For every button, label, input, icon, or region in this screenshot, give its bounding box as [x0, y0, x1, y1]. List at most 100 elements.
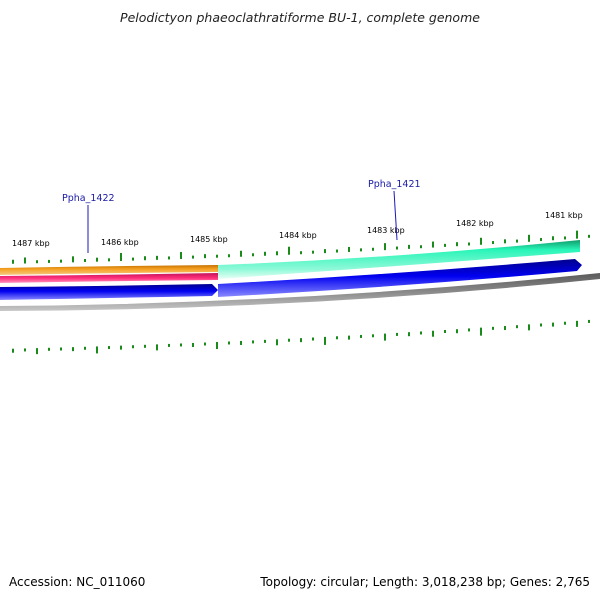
gc-mark: [72, 256, 74, 263]
gc-mark: [480, 237, 482, 245]
gc-mark: [300, 338, 302, 343]
gc-content-marks: [12, 230, 590, 264]
gc-skew-marks: [12, 319, 590, 355]
gc-mark: [432, 241, 434, 248]
gc-mark: [84, 259, 86, 263]
gc-mark: [552, 322, 554, 327]
gc-mark: [456, 242, 458, 247]
gc-mark: [516, 325, 518, 329]
gc-mark: [384, 333, 386, 341]
reverse-cds-ppha-1422: [0, 284, 218, 300]
gc-mark: [540, 238, 542, 242]
gc-mark: [108, 258, 110, 262]
gc-mark: [360, 334, 362, 338]
gc-mark: [468, 328, 470, 332]
gc-mark: [264, 251, 266, 256]
reverse-cds-ppha-1421: [218, 259, 582, 297]
gc-mark: [60, 347, 62, 351]
gc-mark: [48, 259, 50, 263]
gc-mark: [372, 247, 374, 251]
gc-mark: [504, 239, 506, 244]
genome-backbone: [0, 273, 600, 311]
gene-label-pointer: [393, 190, 398, 241]
gc-mark: [216, 342, 218, 350]
gc-mark: [528, 324, 530, 331]
gene-label-ppha-1422[interactable]: Ppha_1422: [62, 193, 115, 204]
gc-mark: [276, 339, 278, 346]
gc-mark: [420, 245, 422, 249]
gc-mark: [252, 253, 254, 257]
tick-label-1483: 1483 kbp: [367, 226, 405, 235]
gc-mark: [132, 257, 134, 261]
gc-mark: [144, 344, 146, 348]
gc-mark: [156, 344, 158, 351]
gene-label-ppha-1421-group[interactable]: Ppha_1421: [368, 179, 421, 241]
tick-label-1485: 1485 kbp: [190, 235, 228, 244]
gc-mark: [336, 249, 338, 253]
gc-mark: [216, 254, 218, 258]
gc-mark: [552, 236, 554, 241]
gene-label-ppha-1421[interactable]: Ppha_1421: [368, 179, 421, 190]
gc-mark: [312, 337, 314, 341]
gc-mark: [132, 345, 134, 349]
gc-mark: [588, 234, 590, 238]
gc-mark: [444, 329, 446, 333]
gc-mark: [120, 345, 122, 350]
gc-mark: [96, 346, 98, 354]
gc-mark: [408, 244, 410, 249]
gc-mark: [396, 246, 398, 250]
gc-mark: [240, 250, 242, 257]
gc-mark: [24, 257, 26, 264]
gc-mark: [204, 254, 206, 259]
tick-label-1484: 1484 kbp: [279, 231, 317, 240]
gc-mark: [120, 252, 122, 261]
gc-mark: [432, 330, 434, 337]
gc-mark: [96, 257, 98, 262]
gc-mark: [180, 343, 182, 347]
gc-mark: [588, 319, 590, 323]
gc-mark: [84, 346, 86, 350]
gc-mark: [48, 347, 50, 351]
tick-label-1487: 1487 kbp: [12, 239, 50, 248]
gc-mark: [372, 334, 374, 338]
gc-mark: [348, 246, 350, 252]
gc-mark: [60, 259, 62, 263]
gc-mark: [396, 332, 398, 336]
map-title: Pelodictyon phaeoclathratiforme BU-1, co…: [120, 10, 480, 25]
gc-mark: [300, 251, 302, 255]
gc-mark: [36, 260, 38, 264]
gc-mark: [528, 234, 530, 242]
gc-mark: [312, 250, 314, 254]
tick-label-1482: 1482 kbp: [456, 219, 494, 228]
gc-mark: [516, 239, 518, 243]
gc-mark: [180, 252, 182, 260]
gc-mark: [408, 332, 410, 337]
gc-mark: [288, 246, 290, 255]
gc-mark: [576, 320, 578, 327]
forward-cds-ppha-1422: [0, 265, 218, 275]
gc-mark: [108, 346, 110, 350]
tick-label-1486: 1486 kbp: [101, 238, 139, 247]
gc-mark: [420, 331, 422, 335]
gc-mark: [156, 255, 158, 260]
gc-mark: [264, 339, 266, 343]
gc-mark: [288, 338, 290, 342]
position-ticks: 1487 kbp 1486 kbp 1485 kbp 1484 kbp 1483…: [12, 211, 583, 248]
gc-mark: [576, 230, 578, 239]
gene-label-ppha-1422-group[interactable]: Ppha_1422: [62, 193, 115, 253]
gc-mark: [564, 236, 566, 240]
gc-mark: [192, 255, 194, 259]
gc-mark: [72, 347, 74, 352]
gc-mark: [36, 348, 38, 355]
gc-mark: [456, 329, 458, 334]
gc-mark: [24, 348, 26, 352]
gc-mark: [168, 256, 170, 260]
topology-label: Topology: circular; Length: 3,018,238 bp…: [260, 575, 590, 589]
gc-mark: [324, 336, 326, 345]
gc-mark: [204, 342, 206, 346]
gc-mark: [564, 321, 566, 325]
gc-mark: [192, 342, 194, 347]
gc-mark: [492, 241, 494, 245]
forward-cds-ppha-1421: [218, 240, 580, 279]
